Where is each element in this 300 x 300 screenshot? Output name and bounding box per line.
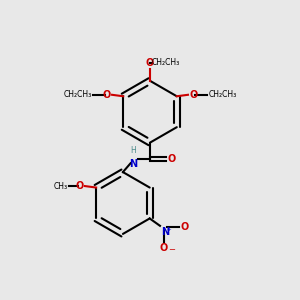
Text: O: O [102,90,111,100]
Text: +: + [167,227,171,232]
Text: O: O [189,90,198,100]
Text: CH₂CH₃: CH₂CH₃ [208,90,237,99]
Text: O: O [159,244,168,254]
Text: N: N [161,227,169,237]
Text: CH₃: CH₃ [53,182,67,190]
Text: CH₂CH₃: CH₂CH₃ [152,58,180,67]
Text: O: O [168,154,176,164]
Text: CH₂CH₃: CH₂CH₃ [63,90,92,99]
Text: O: O [181,222,189,232]
Text: O: O [146,58,154,68]
Text: O: O [75,181,83,191]
Text: H: H [130,146,136,155]
Text: −: − [168,245,175,254]
Text: N: N [129,159,137,169]
